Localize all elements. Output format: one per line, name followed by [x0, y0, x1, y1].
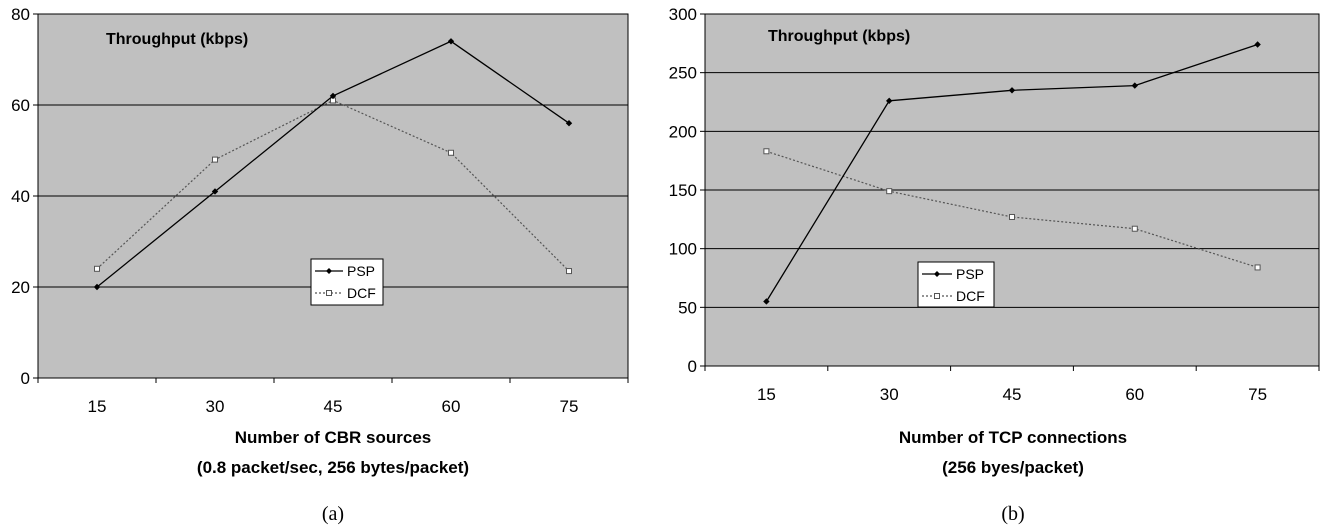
data-point-psp	[763, 298, 770, 305]
y-axis-a: 0 20 40 60 80	[11, 5, 38, 388]
data-point-psp	[329, 92, 337, 100]
legend-b-psp-label: PSP	[956, 266, 984, 282]
x-tick-label: 60	[1125, 385, 1144, 404]
legend-b-psp-marker	[934, 271, 940, 277]
y-tick-label: 60	[11, 96, 30, 115]
chart-b-caption: (b)	[1001, 503, 1024, 525]
legend-a-dcf-marker	[326, 290, 332, 296]
y-tick-label: 40	[11, 187, 30, 206]
data-point-dcf	[1131, 225, 1138, 232]
chart-b: 0 50 100 150 200 250 300 15 30 45 60 75 Throughput…	[669, 5, 1320, 525]
y-tick-label: 300	[669, 5, 697, 24]
series-line-dcf	[766, 150, 1258, 268]
chart-b-xlabel: Number of TCP connections	[899, 428, 1127, 447]
data-point-dcf	[1009, 213, 1015, 220]
y-tick-label: 80	[11, 5, 30, 24]
legend-a-dcf-label: DCF	[347, 285, 376, 301]
data-point-dcf	[94, 265, 100, 272]
chart-a-xlabel-2: (0.8 packet/sec, 256 bytes/packet)	[197, 458, 469, 477]
chart-a-title: Throughput (kbps)	[106, 31, 248, 48]
y-axis-b: 0 50 100 150 200 250 300	[669, 5, 705, 376]
y-tick-label: 100	[669, 240, 697, 259]
data-point-dcf	[1254, 264, 1261, 271]
data-point-psp	[93, 283, 101, 291]
data-point-psp	[447, 38, 455, 45]
x-tick-label: 45	[324, 397, 343, 416]
data-point-psp	[211, 188, 219, 195]
series-lines-a	[93, 38, 573, 291]
legend-b-box	[917, 261, 995, 308]
legend-b-dcf-marker	[934, 293, 940, 299]
data-point-dcf	[566, 268, 572, 275]
series-lines-b	[763, 41, 1261, 305]
chart-a: 0 20 40 60 80 15 30 45 60 75 Throughput (kbps) P…	[11, 5, 629, 525]
y-tick-label: 20	[11, 278, 30, 297]
x-tick-label: 30	[880, 385, 899, 404]
data-point-psp	[1008, 87, 1016, 94]
x-tick-label: 75	[560, 397, 579, 416]
y-tick-label: 150	[669, 181, 697, 200]
data-point-psp	[565, 120, 573, 127]
legend-a-box	[310, 258, 384, 306]
data-point-dcf	[448, 149, 454, 156]
legend-a-psp-label: PSP	[347, 263, 375, 279]
legend-a: PSP DCF	[310, 258, 384, 306]
gridlines-b	[705, 72, 1319, 308]
x-tick-label: 15	[88, 397, 107, 416]
legend-a-psp-marker	[326, 268, 332, 274]
data-point-psp	[1254, 41, 1261, 48]
x-tick-label: 30	[206, 397, 225, 416]
data-point-psp	[1131, 82, 1138, 89]
y-tick-label: 250	[669, 64, 697, 83]
x-axis-b: 15 30 45 60 75	[704, 366, 1320, 404]
y-tick-label: 0	[21, 369, 30, 388]
y-tick-label: 0	[688, 357, 697, 376]
y-tick-label: 200	[669, 122, 697, 141]
x-tick-label: 60	[442, 397, 461, 416]
data-point-dcf	[212, 156, 218, 163]
x-tick-label: 15	[757, 385, 776, 404]
chart-b-title: Throughput (kbps)	[768, 28, 910, 45]
data-point-dcf	[763, 148, 770, 155]
y-tick-label: 50	[678, 298, 697, 317]
x-tick-label: 75	[1248, 385, 1267, 404]
chart-a-xlabel: Number of CBR sources	[235, 428, 431, 447]
data-point-psp	[886, 97, 893, 105]
legend-b: PSP DCF	[917, 261, 995, 308]
x-tick-label: 45	[1003, 385, 1022, 404]
x-axis-a: 15 30 45 60 75	[37, 378, 629, 416]
data-point-dcf	[886, 188, 893, 195]
legend-b-dcf-label: DCF	[956, 288, 985, 304]
chart-b-xlabel-2: (256 byes/packet)	[942, 458, 1084, 477]
chart-a-caption: (a)	[322, 503, 344, 525]
